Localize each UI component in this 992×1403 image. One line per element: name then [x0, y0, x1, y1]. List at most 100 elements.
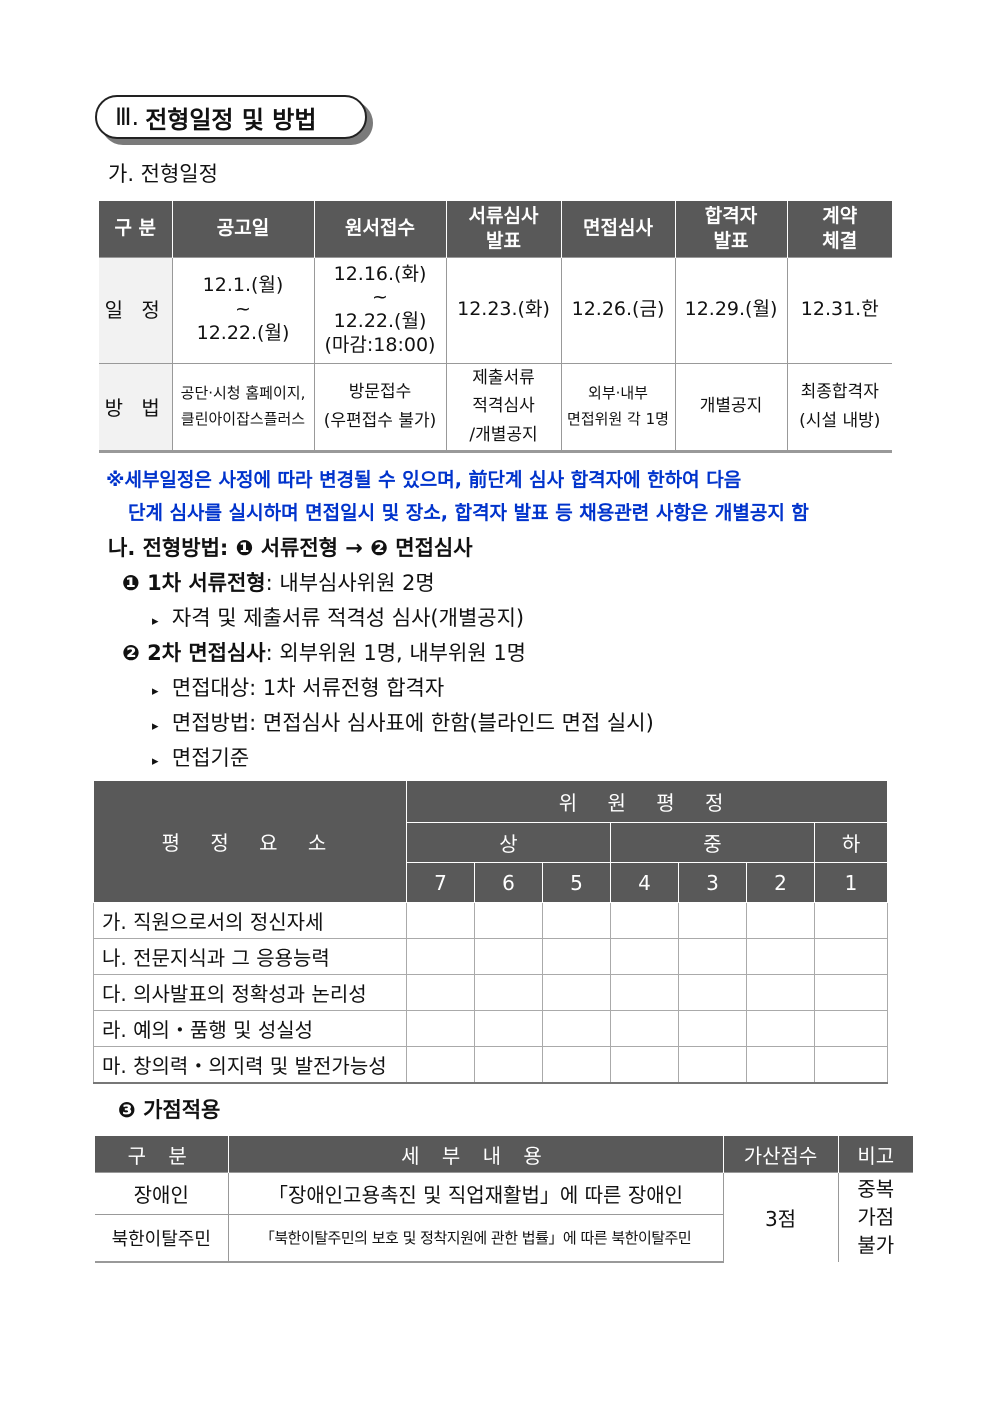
score-cell[interactable] [746, 1046, 815, 1084]
cell: 외부·내부 면접위원 각 1명 [560, 362, 675, 454]
cell: 12.29.(월) [674, 256, 787, 363]
score-cell[interactable] [406, 1046, 475, 1084]
eval-row: 나. 전문지식과 그 응용능력 [93, 938, 889, 975]
schedule-table: 구 분 공고일 원서접수 서류심사 발표 면접심사 합격자 발표 계약 체결 일… [99, 201, 892, 454]
score-cell[interactable] [542, 938, 611, 975]
cell: 개별공지 [674, 362, 787, 454]
eval-row: 라. 예의・품행 및 성실성 [93, 1010, 889, 1047]
score-cell[interactable] [678, 1010, 747, 1047]
note-line: ※세부일정은 사정에 따라 변경될 수 있으며, 前단계 심사 합격자에 한하여… [106, 469, 742, 491]
cell: 12.31.한 [786, 256, 892, 363]
header-cell: 비고 [837, 1136, 913, 1173]
header-cell: 서류심사 발표 [445, 201, 561, 257]
section-title-text: 전형일정 및 방법 [145, 105, 317, 134]
score-cell[interactable] [813, 1046, 889, 1084]
score: 7 [406, 862, 475, 903]
bonus-remark: 중복 가점 불가 [837, 1172, 913, 1262]
score-cell[interactable] [813, 974, 889, 1011]
score-cell[interactable] [406, 1010, 475, 1047]
eval-row: 가. 직원으로서의 정신자세 [93, 902, 889, 939]
score-cell[interactable] [610, 902, 679, 939]
eval-factor: 다. 의사발표의 정확성과 논리성 [93, 974, 407, 1011]
cell: 공단·시청 홈페이지, 클린아이잡스플러스 [171, 362, 314, 454]
score: 1 [813, 862, 889, 903]
score-cell[interactable] [406, 974, 475, 1011]
header-cell: 구 분 [95, 1136, 228, 1173]
score: 4 [610, 862, 679, 903]
score-cell[interactable] [813, 938, 889, 975]
score-cell[interactable] [746, 938, 815, 975]
score-cell[interactable] [474, 1010, 543, 1047]
header-cell: 면접심사 [560, 201, 675, 257]
header-cell: 원서접수 [313, 201, 446, 257]
subheading-schedule: 가. 전형일정 [108, 162, 218, 186]
bonus-type: 북한이탈주민 [95, 1214, 228, 1263]
eval-row: 다. 의사발표의 정확성과 논리성 [93, 974, 889, 1011]
list-item: ▸ 면접대상: 1차 서류전형 합격자 [152, 676, 445, 700]
list-item-text: 면접기준 [171, 746, 250, 770]
eval-factor: 나. 전문지식과 그 응용능력 [93, 938, 407, 975]
cell: 제출서류 적격심사 /개별공지 [445, 362, 561, 454]
score: 3 [678, 862, 747, 903]
score-cell[interactable] [813, 902, 889, 939]
score-cell[interactable] [610, 1010, 679, 1047]
factor-header: 평 정 요 소 [93, 780, 407, 903]
score-cell[interactable] [406, 938, 475, 975]
cell: 최종합격자 (시설 내방) [786, 362, 892, 454]
cell: 12.23.(화) [445, 256, 561, 363]
bonus-points: 3점 [722, 1172, 838, 1262]
cell: 12.26.(금) [560, 256, 675, 363]
score-cell[interactable] [813, 1010, 889, 1047]
step1-rest: : 내부심사위원 2명 [265, 571, 435, 595]
section-numeral: Ⅲ. [115, 103, 140, 131]
score-cell[interactable] [474, 974, 543, 1011]
header-cell: 합격자 발표 [674, 201, 787, 257]
list-item-text: 자격 및 제출서류 적격성 심사(개별공지) [171, 606, 525, 630]
score-cell[interactable] [678, 1046, 747, 1084]
score-cell[interactable] [542, 974, 611, 1011]
cell: 12.16.(화) ~ 12.22.(월) (마감:18:00) [313, 256, 446, 363]
score-cell[interactable] [610, 974, 679, 1011]
score-cell[interactable] [542, 902, 611, 939]
list-item: ▸ 면접기준 [152, 746, 250, 770]
score-cell[interactable] [406, 902, 475, 939]
eval-factor: 마. 창의력・의지력 및 발전가능성 [93, 1046, 407, 1084]
evaluation-table: 평 정 요 소 위 원 평 정 상 중 하 7 6 5 4 3 2 1 가. 직… [93, 780, 889, 1084]
header-cell: 세 부 내 용 [227, 1136, 723, 1173]
level-high: 상 [406, 822, 611, 863]
list-item-text: 면접대상: 1차 서류전형 합격자 [171, 676, 445, 700]
score-cell[interactable] [746, 902, 815, 939]
header-cell: 가산점수 [722, 1136, 838, 1173]
bonus-type: 장애인 [95, 1172, 228, 1215]
score-cell[interactable] [678, 974, 747, 1011]
step2-rest: : 외부위원 1명, 내부위원 1명 [265, 641, 526, 665]
score-cell[interactable] [474, 902, 543, 939]
list-item-text: 면접방법: 면접심사 심사표에 한함(블라인드 면접 실시) [171, 711, 654, 735]
eval-factor: 라. 예의・품행 및 성실성 [93, 1010, 407, 1047]
score-cell[interactable] [474, 938, 543, 975]
cell: 방문접수 (우편접수 불가) [313, 362, 446, 454]
score: 2 [746, 862, 815, 903]
score-cell[interactable] [678, 902, 747, 939]
row-label: 일 정 [99, 256, 172, 363]
score-cell[interactable] [474, 1046, 543, 1084]
eval-row: 마. 창의력・의지력 및 발전가능성 [93, 1046, 889, 1084]
list-item: ▸ 자격 및 제출서류 적격성 심사(개별공지) [152, 606, 525, 630]
score-cell[interactable] [678, 938, 747, 975]
level-low: 하 [813, 822, 889, 863]
step3: ❸ 가점적용 [118, 1098, 221, 1122]
score-cell[interactable] [746, 974, 815, 1011]
bonus-detail: 「장애인고용촉진 및 직업재활법」에 따른 장애인 [227, 1172, 723, 1215]
score-cell[interactable] [542, 1010, 611, 1047]
row-label: 방 법 [99, 362, 172, 454]
score: 6 [474, 862, 543, 903]
score-cell[interactable] [542, 1046, 611, 1084]
rating-header: 위 원 평 정 [405, 780, 889, 823]
score: 5 [542, 862, 611, 903]
score-cell[interactable] [610, 938, 679, 975]
header-cell: 공고일 [171, 201, 314, 257]
step2-head: ❷ 2차 면접심사 [122, 641, 266, 665]
score-cell[interactable] [610, 1046, 679, 1084]
score-cell[interactable] [746, 1010, 815, 1047]
step1-head: ❶ 1차 서류전형 [122, 571, 266, 595]
